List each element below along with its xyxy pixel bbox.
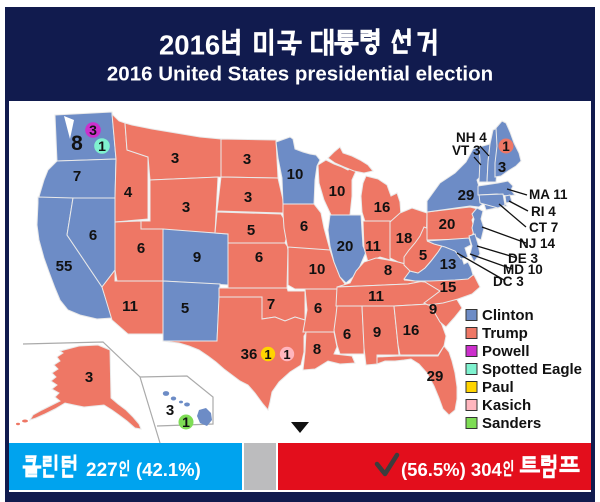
svg-text:NJ 14: NJ 14 xyxy=(519,236,556,251)
svg-text:5: 5 xyxy=(181,300,189,317)
svg-text:MA 11: MA 11 xyxy=(529,187,568,202)
svg-text:Kasich: Kasich xyxy=(482,397,531,414)
svg-text:6: 6 xyxy=(137,240,145,257)
svg-text:5: 5 xyxy=(419,247,427,264)
svg-text:6: 6 xyxy=(255,249,263,266)
svg-text:1: 1 xyxy=(182,414,190,430)
svg-text:Powell: Powell xyxy=(482,343,530,360)
svg-text:(42.1%): (42.1%) xyxy=(136,459,201,480)
svg-text:6: 6 xyxy=(343,326,351,343)
svg-text:1: 1 xyxy=(98,138,106,154)
svg-text:3: 3 xyxy=(182,199,190,216)
svg-text:5: 5 xyxy=(247,222,255,239)
svg-text:RI 4: RI 4 xyxy=(531,204,556,219)
svg-text:8: 8 xyxy=(313,341,321,358)
svg-text:227: 227 xyxy=(86,460,118,481)
svg-text:15: 15 xyxy=(440,279,457,296)
svg-text:7: 7 xyxy=(73,168,81,185)
svg-text:VT 3: VT 3 xyxy=(452,143,481,158)
svg-text:18: 18 xyxy=(396,230,413,247)
svg-text:3: 3 xyxy=(85,369,93,386)
svg-text:6: 6 xyxy=(89,227,97,244)
svg-text:16: 16 xyxy=(403,322,420,339)
svg-text:2016 United States presidentia: 2016 United States presidential election xyxy=(107,63,493,86)
svg-text:13: 13 xyxy=(440,256,457,273)
svg-text:9: 9 xyxy=(373,324,381,341)
svg-text:11: 11 xyxy=(368,288,384,305)
svg-text:9: 9 xyxy=(193,249,201,266)
svg-text:16: 16 xyxy=(374,199,391,216)
svg-text:Spotted Eagle: Spotted Eagle xyxy=(482,361,582,378)
svg-text:6: 6 xyxy=(300,218,308,235)
svg-text:11: 11 xyxy=(365,238,381,255)
svg-text:DC 3: DC 3 xyxy=(493,274,524,289)
svg-text:Clinton: Clinton xyxy=(482,307,534,324)
svg-text:MD 10: MD 10 xyxy=(503,262,543,277)
svg-text:10: 10 xyxy=(287,166,304,183)
svg-text:3: 3 xyxy=(498,159,506,176)
svg-text:3: 3 xyxy=(166,402,174,419)
svg-text:4: 4 xyxy=(124,184,133,201)
svg-text:2016: 2016 xyxy=(159,30,220,61)
svg-text:20: 20 xyxy=(337,238,354,255)
svg-text:1: 1 xyxy=(502,139,510,154)
svg-text:1: 1 xyxy=(264,347,271,362)
svg-text:(56.5%) 304: (56.5%) 304 xyxy=(401,459,502,480)
svg-text:29: 29 xyxy=(458,187,475,204)
svg-text:8: 8 xyxy=(384,262,392,279)
svg-text:36: 36 xyxy=(241,346,258,363)
svg-text:6: 6 xyxy=(314,300,322,317)
svg-text:NH 4: NH 4 xyxy=(456,130,487,145)
svg-text:1: 1 xyxy=(283,347,290,362)
svg-text:9: 9 xyxy=(429,301,437,318)
svg-text:10: 10 xyxy=(329,183,346,200)
svg-text:20: 20 xyxy=(439,216,456,233)
svg-text:Trump: Trump xyxy=(482,325,528,342)
svg-text:10: 10 xyxy=(309,261,326,278)
svg-text:3: 3 xyxy=(243,151,251,168)
svg-text:7: 7 xyxy=(267,296,275,313)
svg-text:55: 55 xyxy=(56,258,73,275)
svg-text:3: 3 xyxy=(171,150,179,167)
svg-text:DE 3: DE 3 xyxy=(508,251,539,266)
svg-text:8: 8 xyxy=(71,132,83,155)
svg-text:CT 7: CT 7 xyxy=(529,220,558,235)
svg-text:11: 11 xyxy=(122,298,138,315)
svg-text:Sanders: Sanders xyxy=(482,415,541,432)
svg-text:3: 3 xyxy=(89,122,97,138)
svg-text:29: 29 xyxy=(427,368,444,385)
svg-text:3: 3 xyxy=(244,189,252,206)
svg-text:Paul: Paul xyxy=(482,379,514,396)
